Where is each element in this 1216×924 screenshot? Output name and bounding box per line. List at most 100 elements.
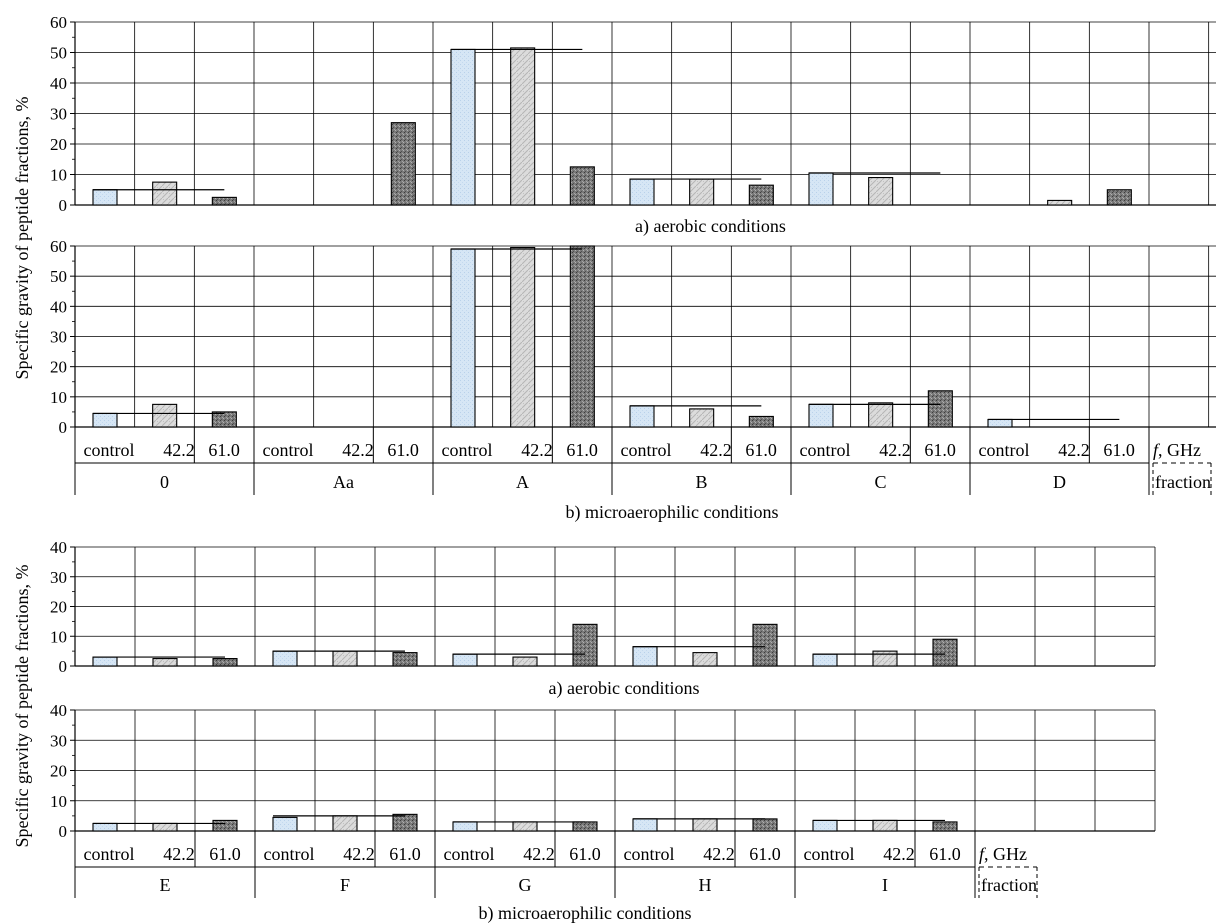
ytick-label: 40 [50,701,67,720]
bar-61-0-F [392,652,418,667]
ytick-label: 60 [50,13,67,32]
series-label-42-2: 42.2 [163,440,195,460]
ytick-label: 20 [50,762,67,781]
series-label-control: control [800,440,851,460]
bar-42-2-B [689,408,715,428]
series-label-42-2: 42.2 [163,844,195,864]
ytick-label: 0 [59,196,68,215]
ytick-label: 30 [50,105,67,124]
category-table: f, GHz [74,831,1038,898]
bar-42-2-I [872,819,898,832]
ytick-label: 20 [50,135,67,154]
bar-61-0-H [752,623,778,667]
series-label-42-2: 42.2 [879,440,911,460]
bar-control-F [272,816,298,832]
bar-control-C [808,403,834,428]
ytick-label: 10 [50,792,67,811]
bar-control-H [632,646,658,667]
bar-42-2-0 [152,403,178,428]
ylabel-bottom: Specific gravity of peptide fractions, % [12,565,32,848]
category-label-0: 0 [160,472,169,492]
bar-control-G [452,821,478,832]
bar-42-2-E [152,822,178,832]
bar-42-2-H [692,652,718,667]
bar-42-2-A [510,47,536,206]
bar-control-F [272,650,298,667]
series-label-control: control [263,440,314,460]
bar-61-0-A [569,166,595,206]
ytick-label: 0 [59,822,68,841]
axis-fraction-label: fraction [981,875,1037,895]
series-label-control: control [442,440,493,460]
bar-42-2-C [868,402,894,428]
series-label-control: control [804,844,855,864]
series-label-61-0: 61.0 [387,440,419,460]
series-label-control: control [624,844,675,864]
bar-control-G [452,653,478,667]
bar-control-D [987,418,1013,428]
category-label-B: B [695,472,707,492]
panel-title: b) microaerophilic conditions [479,903,692,924]
axis-frequency-unit: , GHz [1158,440,1201,460]
bar-control-C [808,172,834,206]
series-label-control: control [84,440,135,460]
category-label-H: H [699,875,712,895]
bar-control-A [450,248,476,428]
bar-control-I [812,653,838,667]
category-label-D: D [1053,472,1066,492]
category-label-A: A [516,472,529,492]
bar-42-2-I [872,650,898,667]
series-label-61-0: 61.0 [929,844,961,864]
series-label-control: control [979,440,1030,460]
ytick-label: 0 [59,418,68,437]
bar-control-B [629,178,655,206]
bar-61-0-G [572,821,598,832]
series-label-42-2: 42.2 [523,844,555,864]
ytick-label: 10 [50,166,67,185]
bar-61-0-E [212,819,238,832]
axis-frequency-symbol: f [979,844,987,864]
series-label-61-0: 61.0 [1103,440,1135,460]
category-table: f, GHz [74,427,1212,495]
series-label-control: control [621,440,672,460]
category-label-E: E [160,875,171,895]
ytick-label: 20 [50,598,67,617]
ytick-label: 20 [50,358,67,377]
charts-layer: 0 10 20 30 40 50 60 a) aerobic conditions 0 10 20 3… [50,13,1216,924]
ytick-label: 40 [50,74,67,93]
bar-control-B [629,405,655,428]
axis-frequency-unit: , GHz [984,844,1027,864]
bar-control-A [450,48,476,206]
series-label-61-0: 61.0 [569,844,601,864]
bar-61-0-0 [211,411,237,428]
bar-61-0-E [212,658,238,667]
ytick-label: 40 [50,538,67,557]
ytick-label: 30 [50,568,67,587]
ytick-label: 10 [50,388,67,407]
series-label-42-2: 42.2 [1058,440,1090,460]
bar-61-0-B [748,184,774,206]
bar-control-0 [92,412,118,428]
category-label-G: G [519,875,532,895]
axis-fraction-label: fraction [1155,472,1211,492]
bar-42-2-F [332,650,358,667]
bar-61-0-I [932,821,958,832]
bar-control-E [92,822,118,832]
series-label-control: control [444,844,495,864]
bar-61-0-D [1106,189,1132,206]
bar-61-0-A [569,245,595,428]
category-label-F: F [340,875,350,895]
bar-control-I [812,819,838,832]
ytick-label: 30 [50,328,67,347]
ytick-label: 60 [50,237,67,256]
series-label-42-2: 42.2 [700,440,732,460]
axis-frequency-symbol: f [1153,440,1161,460]
series-label-42-2: 42.2 [521,440,553,460]
chart-panel-1: 0 10 20 30 40 50 60 a) aerobic conditions [50,13,1216,237]
bar-61-0-I [932,638,958,667]
panel-title: b) microaerophilic conditions [566,502,779,523]
series-label-42-2: 42.2 [703,844,735,864]
bar-61-0-Aa [390,122,416,206]
axis-frequency-label: f, GHz [979,844,1027,864]
